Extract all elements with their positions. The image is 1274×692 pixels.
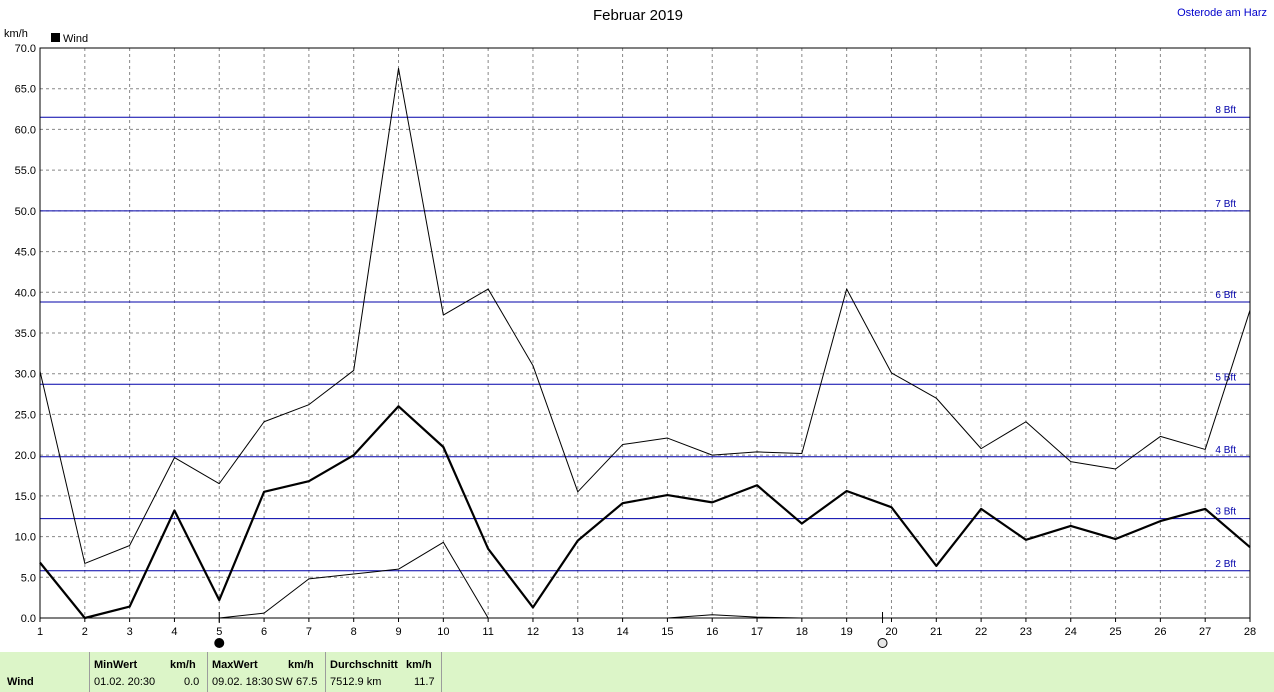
beaufort-label: 4 Bft [1215,445,1236,456]
y-tick-label: 5.0 [21,572,36,584]
x-tick-label: 4 [171,626,177,638]
x-tick-label: 2 [82,626,88,638]
max-stat: MaxWert km/h 09.02. 18:30 SW 67.5 [207,652,324,692]
avg-stat: Durchschnitt km/h 7512.9 km 11.7 [325,652,442,692]
moon-phases [214,612,888,648]
y-tick-label: 45.0 [15,247,36,259]
chart-title: Februar 2019 [593,7,683,24]
x-tick-label: 20 [885,626,897,638]
x-tick-label: 16 [706,626,718,638]
series-line-max [39,67,1251,564]
x-tick-label: 14 [616,626,628,638]
avg-label: Durchschnitt [330,659,398,671]
y-tick-label: 55.0 [15,165,36,177]
footer-row-label: Wind [7,676,34,688]
x-tick-label: 28 [1244,626,1256,638]
statistics-footer: Wind MinWert km/h 01.02. 20:30 0.0 MaxWe… [0,652,1274,692]
y-tick-label: 60.0 [15,124,36,136]
plot-frame [39,47,1251,619]
beaufort-label: 8 Bft [1215,105,1236,116]
x-tick-label: 21 [930,626,942,638]
x-tick-label: 26 [1154,626,1166,638]
axes: 0.0 5.0 10.0 15.0 20.0 25.0 30.0 35.0 40.0 45.0 50… [15,43,1257,638]
y-tick-label: 50.0 [15,206,36,218]
max-label: MaxWert [212,659,258,671]
y-tick-label: 65.0 [15,84,36,96]
series-group [39,67,1251,620]
x-tick-label: 5 [216,626,222,638]
new-moon-icon [214,638,225,648]
min-unit: km/h [170,659,196,671]
max-direction: SW [275,676,293,688]
beaufort-lines: 2 Bft 3 Bft 4 Bft 5 Bft 6 Bft 7 Bft 8 Bft [40,105,1250,572]
x-tick-label: 13 [572,626,584,638]
beaufort-label: 2 Bft [1215,559,1236,570]
x-tick-label: 10 [437,626,449,638]
x-tick-label: 3 [127,626,133,638]
y-tick-label: 20.0 [15,450,36,462]
x-tick-label: 6 [261,626,267,638]
max-value: 67.5 [296,676,318,688]
x-tick-label: 12 [527,626,539,638]
series-line-min [219,541,802,619]
beaufort-label: 7 Bft [1215,199,1236,210]
x-tick-label: 23 [1020,626,1032,638]
x-tick-label: 22 [975,626,987,638]
y-tick-label: 40.0 [15,287,36,299]
min-when: 01.02. 20:30 [94,676,156,688]
beaufort-label: 3 Bft [1215,507,1236,518]
min-stat: MinWert km/h 01.02. 20:30 0.0 [89,652,206,692]
avg-distance: 7512.9 km [330,676,382,688]
y-tick-label: 0.0 [21,613,36,625]
avg-value: 11.7 [414,676,435,688]
x-tick-label: 27 [1199,626,1211,638]
x-tick-label: 15 [661,626,673,638]
wind-chart: Februar 2019 Osterode am Harz km/h Wind … [4,7,1267,648]
x-tick-label: 18 [796,626,808,638]
y-tick-label: 70.0 [15,43,36,55]
x-tick-label: 9 [395,626,401,638]
y-tick-label: 25.0 [15,409,36,421]
legend-swatch [51,33,60,42]
max-unit: km/h [288,659,314,671]
x-tick-label: 1 [37,626,43,638]
min-label: MinWert [94,659,138,671]
x-tick-label: 17 [751,626,763,638]
min-value: 0.0 [184,676,200,688]
max-when: 09.02. 18:30 [212,676,274,688]
beaufort-label: 5 Bft [1215,372,1236,383]
beaufort-label: 6 Bft [1215,290,1236,301]
grid [40,48,1250,618]
x-tick-label: 8 [351,626,357,638]
y-tick-label: 35.0 [15,328,36,340]
y-axis-unit: km/h [4,28,28,40]
full-moon-icon [877,638,888,648]
series-line-mean [39,405,1251,620]
y-tick-label: 15.0 [15,491,36,503]
legend-label: Wind [63,33,88,45]
x-tick-label: 24 [1065,626,1077,638]
avg-unit: km/h [406,659,432,671]
station-name: Osterode am Harz [1177,7,1267,19]
y-tick-label: 10.0 [15,532,36,544]
x-tick-label: 19 [841,626,853,638]
x-tick-label: 7 [306,626,312,638]
y-tick-label: 30.0 [15,369,36,381]
x-tick-label: 11 [482,626,493,638]
x-tick-label: 25 [1109,626,1121,638]
